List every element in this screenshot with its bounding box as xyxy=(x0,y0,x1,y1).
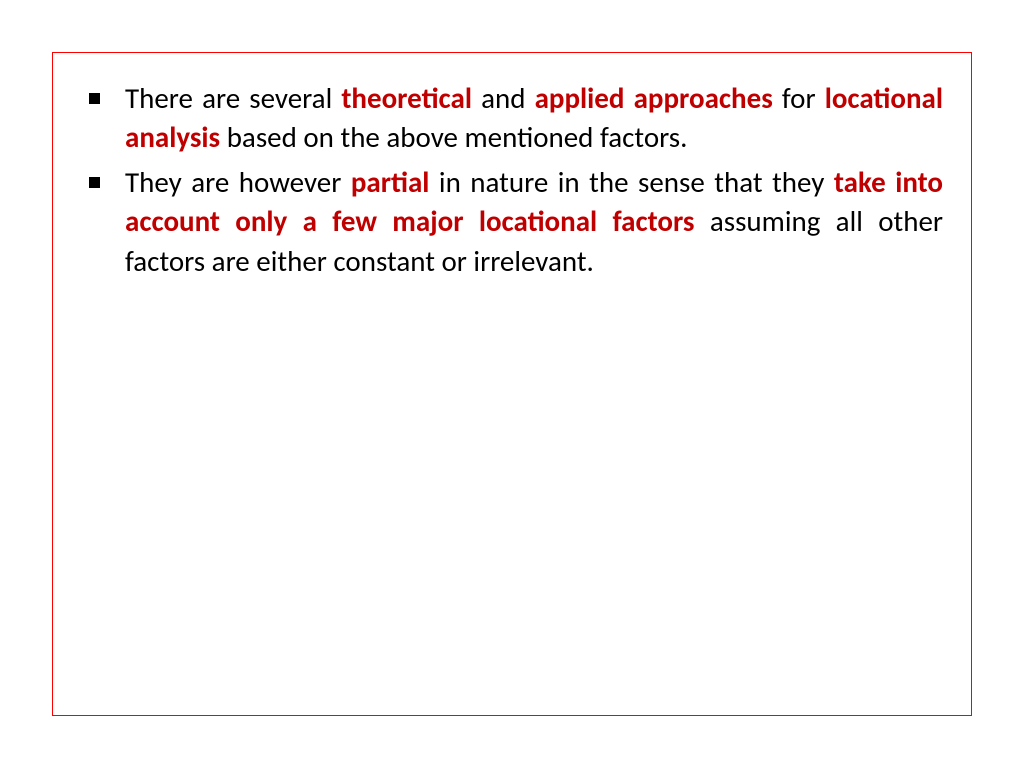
slide-frame: There are several theoretical and applie… xyxy=(52,52,972,716)
body-text: in nature in the sense that they xyxy=(429,164,833,200)
body-text: There are several xyxy=(125,80,341,116)
bullet-list: There are several theoretical and applie… xyxy=(81,79,943,281)
body-text: for xyxy=(773,80,825,116)
body-text: based on the above mentioned factors. xyxy=(220,119,687,155)
list-item: There are several theoretical and applie… xyxy=(81,79,943,157)
body-text: and xyxy=(472,80,535,116)
emphasis-text: theoretical xyxy=(341,80,472,116)
emphasis-text: partial xyxy=(351,164,430,200)
body-text: They are however xyxy=(125,164,351,200)
list-item: They are however partial in nature in th… xyxy=(81,163,943,280)
emphasis-text: applied approaches xyxy=(535,80,773,116)
